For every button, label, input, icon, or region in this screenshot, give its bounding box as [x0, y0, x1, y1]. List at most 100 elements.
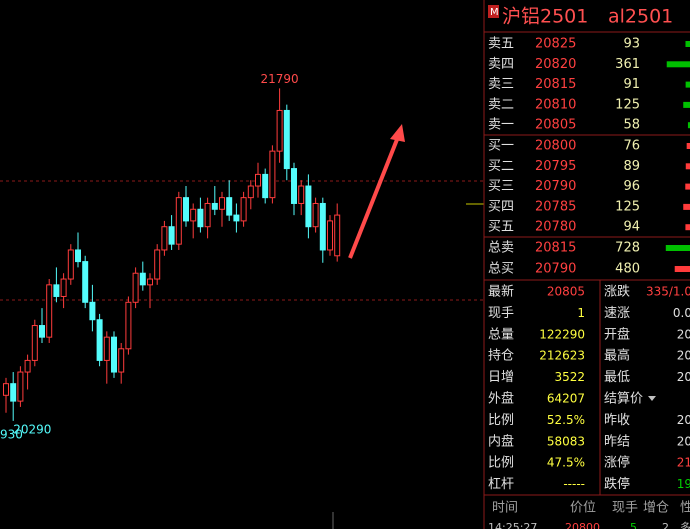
- book-price: 20810: [535, 97, 576, 112]
- candle-body: [312, 202, 319, 228]
- stat-value: 3522: [554, 370, 585, 384]
- trade-header: 增仓: [643, 501, 669, 516]
- book-volume: 125: [615, 97, 640, 112]
- stat-value: 47.5%: [547, 456, 585, 470]
- book-price: 20795: [535, 159, 576, 174]
- book-volume: 76: [623, 139, 640, 154]
- book-volume: 93: [623, 37, 640, 52]
- stat-label: 内盘: [488, 433, 514, 449]
- stat-value: 20: [677, 327, 690, 341]
- candle-body: [53, 284, 60, 297]
- book-label: 总卖: [488, 241, 514, 256]
- book-volume: 96: [623, 179, 640, 194]
- high-label: 21790: [261, 72, 299, 86]
- candle-body: [132, 272, 139, 303]
- candle-body: [233, 214, 240, 222]
- book-price: 20815: [535, 241, 576, 256]
- trade-cell: 2: [662, 521, 669, 529]
- stat-label: 速涨: [604, 306, 630, 321]
- candle-body: [262, 173, 269, 199]
- book-label: 卖二: [488, 97, 514, 112]
- candle-body: [298, 185, 305, 204]
- low-label: 20290: [13, 422, 51, 436]
- stat-value: 1: [577, 306, 585, 320]
- stat-value: 20: [677, 349, 690, 363]
- icon-letter: M: [490, 7, 499, 18]
- stat-label: 总量: [488, 327, 514, 342]
- stat-value: 52.5%: [547, 413, 585, 427]
- stat-value: 21: [677, 456, 690, 470]
- candle-body: [269, 150, 276, 199]
- volume-bar: [666, 61, 690, 68]
- candle-body: [118, 348, 125, 373]
- book-label: 买五: [488, 220, 514, 235]
- dropdown: [648, 396, 656, 401]
- book-volume: 94: [623, 220, 640, 235]
- candle-body: [175, 197, 182, 245]
- candle-body: [211, 202, 218, 210]
- trade-header: 性: [680, 501, 690, 516]
- candle-body: [255, 173, 261, 187]
- candle-body: [89, 301, 96, 321]
- candle-body: [10, 383, 17, 402]
- candle-body: [139, 272, 146, 286]
- candle-body: [96, 319, 103, 361]
- candle-body: [3, 383, 9, 396]
- stat-value: 335/1.0: [646, 285, 690, 299]
- book-price: 20815: [535, 77, 576, 92]
- book-price: 20825: [535, 37, 576, 52]
- trade-header: 时间: [492, 501, 518, 516]
- candle-body: [219, 197, 225, 210]
- candle-body: [190, 208, 197, 222]
- arrow-shaft: [348, 136, 400, 259]
- candle-body: [24, 359, 31, 373]
- stat-value: 0.0: [673, 306, 690, 320]
- volume-bar: [665, 245, 690, 251]
- volume-bar: [685, 183, 690, 190]
- book-price: 20790: [535, 262, 576, 277]
- contract-code: al2501: [608, 6, 673, 28]
- stat-label: 比例: [488, 413, 514, 428]
- book-label: 卖四: [488, 57, 514, 72]
- candle-body: [319, 202, 326, 251]
- candle-body: [276, 109, 283, 152]
- candle-body: [161, 226, 168, 251]
- stat-label: 最新: [488, 284, 514, 300]
- stat-label: 昨收: [604, 413, 630, 428]
- candle-body: [240, 197, 247, 222]
- stat-value: 20805: [547, 285, 585, 299]
- book-label: 买二: [488, 159, 514, 174]
- volume-bar: [687, 122, 690, 129]
- book-label: 总买: [488, 262, 514, 277]
- candle-body: [204, 202, 211, 228]
- stat-value: 20: [677, 413, 690, 427]
- stat-value: 19: [677, 477, 690, 491]
- trade-cell: 20800: [565, 521, 600, 529]
- candle-body: [75, 249, 81, 263]
- stat-label: 昨结: [604, 434, 630, 449]
- book-price: 20780: [535, 220, 576, 235]
- book-label: 卖一: [488, 118, 514, 133]
- book-price: 20785: [535, 199, 576, 214]
- stat-label: 最高: [604, 348, 630, 364]
- stat-label: 涨跌: [604, 284, 630, 300]
- candle-body: [183, 197, 189, 222]
- candle-body: [147, 278, 153, 286]
- trade-header: 现手: [612, 501, 638, 516]
- left-label: 930: [0, 428, 23, 442]
- stat-label: 涨停: [604, 455, 630, 471]
- stat-label: 结算价: [604, 392, 643, 407]
- arrow: [348, 124, 405, 259]
- book-label: 卖三: [488, 77, 514, 92]
- stat-value: 212623: [539, 349, 585, 363]
- stat-label: 现手: [488, 306, 514, 321]
- candle-body: [327, 220, 333, 251]
- market-icon: [488, 5, 499, 18]
- book-label: 买一: [488, 139, 514, 154]
- book-price: 20790: [535, 179, 576, 194]
- contract-title: 沪铝2501: [502, 6, 588, 28]
- stat-value: 20: [677, 434, 690, 448]
- book-price: 20800: [535, 139, 576, 154]
- candle-body: [291, 168, 297, 204]
